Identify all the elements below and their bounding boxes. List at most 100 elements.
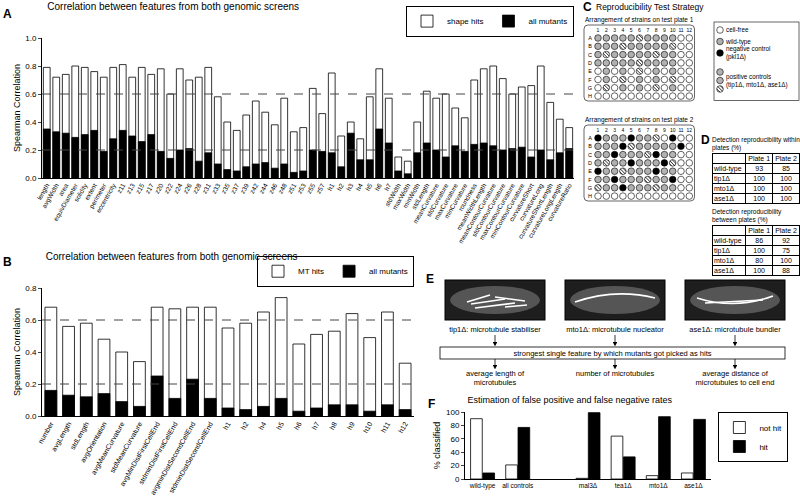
- svg-text:h5: h5: [275, 421, 285, 431]
- svg-text:stdminDistSecondCellEnd: stdminDistSecondCellEnd: [168, 421, 215, 495]
- svg-text:8: 8: [655, 127, 658, 133]
- svg-text:hit: hit: [759, 443, 768, 452]
- svg-text:strongest single feature by wh: strongest single feature by which mutant…: [513, 349, 711, 358]
- svg-text:z11: z11: [115, 182, 126, 194]
- svg-text:2: 2: [605, 27, 608, 33]
- svg-text:z57: z57: [315, 182, 326, 195]
- svg-text:6: 6: [638, 27, 641, 33]
- svg-text:microtubules to cell end: microtubules to cell end: [696, 378, 775, 387]
- svg-text:avgminDistSecondCellEnd: avgminDistSecondCellEnd: [149, 421, 197, 497]
- svg-text:H: H: [588, 93, 592, 99]
- svg-text:h2: h2: [335, 182, 345, 192]
- svg-text:curvatureLongLength: curvatureLongLength: [527, 182, 565, 240]
- svg-text:7: 7: [646, 27, 649, 33]
- svg-text:ase1Δ: microtubule bundler: ase1Δ: microtubule bundler: [689, 325, 781, 334]
- svg-text:1: 1: [597, 127, 600, 133]
- svg-text:Correlation between features f: Correlation between features from both g…: [46, 251, 298, 262]
- svg-text:10: 10: [670, 127, 676, 133]
- svg-text:Arrangement of strains on test: Arrangement of strains on test plate 2: [585, 116, 694, 124]
- svg-text:equivDiameter: equivDiameter: [52, 181, 80, 222]
- svg-text:h4: h4: [257, 421, 267, 431]
- svg-text:3: 3: [613, 27, 616, 33]
- svg-text:all controls: all controls: [502, 482, 534, 489]
- svg-text:negative control: negative control: [726, 45, 770, 53]
- svg-text:positive controls: positive controls: [726, 73, 771, 81]
- svg-text:curvatureLong: curvatureLong: [518, 182, 546, 222]
- svg-text:z33: z33: [210, 182, 221, 195]
- svg-text:stdContourCurvature: stdContourCurvature: [470, 182, 506, 238]
- svg-text:roundness: roundness: [457, 182, 479, 212]
- svg-text:7: 7: [646, 127, 649, 133]
- svg-text:curvatureShort: curvatureShort: [508, 182, 535, 223]
- svg-text:stdMeanCurvature: stdMeanCurvature: [108, 421, 143, 474]
- svg-text:B: B: [588, 43, 592, 49]
- svg-text:tea1Δ: tea1Δ: [615, 482, 633, 489]
- svg-text:stdLength: stdLength: [69, 421, 91, 452]
- svg-text:0.6: 0.6: [25, 316, 37, 325]
- svg-text:avgWidth: avgWidth: [40, 182, 61, 210]
- svg-text:0.6: 0.6: [25, 90, 37, 99]
- svg-text:z35: z35: [220, 182, 231, 195]
- svg-text:Reproducibility Test Strategy: Reproducibility Test Strategy: [596, 2, 704, 12]
- svg-text:% classified: % classified: [432, 422, 442, 470]
- svg-text:11: 11: [678, 127, 683, 133]
- svg-text:z26: z26: [182, 182, 193, 195]
- svg-text:minWidth: minWidth: [401, 182, 421, 209]
- svg-text:h4: h4: [354, 182, 364, 192]
- svg-text:0.8: 0.8: [25, 62, 37, 71]
- svg-text:h9: h9: [346, 421, 356, 431]
- svg-text:all mutants: all mutants: [528, 17, 567, 26]
- svg-text:minContourCurvature: minContourCurvature: [488, 182, 525, 240]
- svg-text:ase1Δ: ase1Δ: [684, 482, 703, 489]
- svg-text:avgMinDistFirstCellEnd: avgMinDistFirstCellEnd: [119, 421, 162, 488]
- svg-text:stdWidth: stdWidth: [383, 182, 402, 208]
- svg-text:D: D: [588, 160, 592, 166]
- svg-text:3: 3: [613, 127, 616, 133]
- svg-text:h12: h12: [397, 421, 409, 435]
- svg-text:z24: z24: [172, 182, 183, 195]
- svg-text:Arrangement of strains on test: Arrangement of strains on test plate 1: [585, 16, 694, 24]
- svg-text:12: 12: [687, 127, 693, 133]
- svg-text:mal3Δ: mal3Δ: [579, 482, 598, 489]
- svg-text:0.4: 0.4: [25, 118, 37, 127]
- svg-text:5: 5: [630, 127, 633, 133]
- svg-text:perimeter: perimeter: [88, 181, 109, 209]
- svg-text:z55: z55: [305, 182, 316, 195]
- svg-text:h6: h6: [293, 421, 303, 431]
- svg-text:6: 6: [638, 127, 641, 133]
- svg-text:G: G: [588, 185, 592, 191]
- svg-text:z13: z13: [125, 182, 136, 195]
- svg-text:mto1Δ: mto1Δ: [649, 482, 668, 489]
- svg-text:0.8: 0.8: [25, 284, 37, 293]
- svg-text:z53: z53: [296, 182, 307, 195]
- svg-text:z44: z44: [258, 182, 269, 195]
- svg-text:tip1Δ: microtubule stabiliser: tip1Δ: microtubule stabiliser: [449, 325, 541, 334]
- svg-text:z46: z46: [267, 182, 278, 195]
- svg-text:11: 11: [678, 27, 683, 33]
- svg-text:h1: h1: [222, 421, 232, 431]
- svg-text:10: 10: [670, 27, 676, 33]
- svg-text:F: F: [428, 397, 435, 411]
- svg-text:B: B: [3, 255, 12, 269]
- svg-text:z39: z39: [239, 182, 250, 195]
- svg-text:E: E: [588, 168, 592, 174]
- svg-text:0.4: 0.4: [25, 348, 37, 357]
- svg-text:average length of: average length of: [466, 369, 525, 378]
- svg-text:A: A: [3, 7, 12, 21]
- svg-text:meanContourCurvature: meanContourCurvature: [457, 182, 497, 245]
- svg-text:z28: z28: [191, 182, 202, 195]
- svg-text:h2: h2: [240, 421, 250, 431]
- svg-text:mto1Δ: microtubule nucleator: mto1Δ: microtubule nucleator: [566, 325, 664, 334]
- svg-text:curvatureShortLength: curvatureShortLength: [517, 182, 555, 240]
- svg-text:4: 4: [622, 27, 625, 33]
- svg-text:40: 40: [450, 448, 459, 457]
- svg-text:C: C: [588, 52, 592, 58]
- svg-text:h3: h3: [345, 182, 355, 192]
- svg-text:8: 8: [655, 27, 658, 33]
- svg-text:(pkl1Δ): (pkl1Δ): [726, 53, 746, 61]
- svg-text:wild-type: wild-type: [469, 482, 496, 490]
- svg-text:avgLength: avgLength: [50, 421, 73, 453]
- svg-text:h1: h1: [326, 182, 336, 192]
- svg-text:z51: z51: [286, 182, 297, 195]
- svg-text:E: E: [588, 68, 592, 74]
